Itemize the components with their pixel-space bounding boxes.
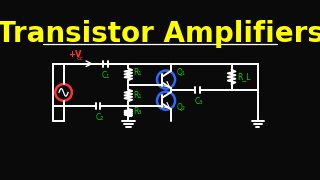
Text: C₁: C₁	[102, 71, 110, 80]
Text: cc: cc	[77, 56, 84, 61]
Text: R_L: R_L	[237, 72, 250, 81]
Text: R₁: R₁	[134, 91, 142, 100]
Text: C₂: C₂	[96, 113, 104, 122]
Text: Q₁: Q₁	[177, 68, 186, 76]
Text: +V: +V	[68, 50, 82, 59]
Text: Q₂: Q₂	[177, 103, 186, 112]
Text: R₁: R₁	[134, 68, 142, 77]
Text: C₃: C₃	[195, 97, 204, 106]
Text: Transistor Amplifiers: Transistor Amplifiers	[0, 20, 320, 48]
Text: R₃: R₃	[134, 107, 142, 116]
